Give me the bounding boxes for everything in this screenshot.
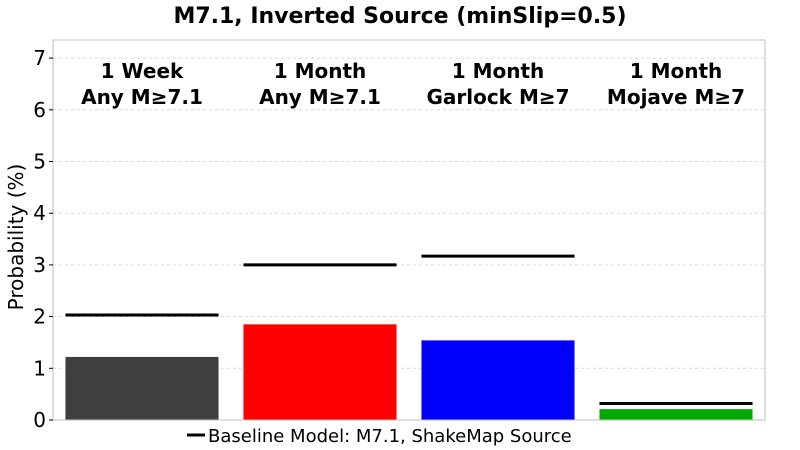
chart-title: M7.1, Inverted Source (minSlip=0.5) [173, 4, 626, 29]
y-tick-label: 3 [33, 253, 46, 277]
category-label-line1: 1 Week [101, 59, 184, 83]
y-tick-label: 5 [33, 149, 46, 173]
y-axis-ticks: 0 1 2 3 4 5 6 7 [33, 46, 53, 432]
legend: Baseline Model: M7.1, ShakeMap Source [187, 426, 572, 447]
y-tick-label: 4 [33, 201, 46, 225]
category-label-line2: Any M≥7.1 [259, 85, 381, 109]
y-tick-label: 1 [33, 356, 46, 380]
y-tick-label: 6 [33, 98, 46, 122]
category-label-line1: 1 Month [630, 59, 723, 83]
category-label-line1: 1 Month [274, 59, 367, 83]
category-label-line2: Garlock M≥7 [426, 85, 569, 109]
bar [65, 356, 219, 420]
bar [599, 409, 753, 420]
legend-baseline-label: Baseline Model: M7.1, ShakeMap Source [208, 426, 572, 447]
plot-frame [52, 39, 766, 421]
y-tick-label: 7 [33, 46, 46, 70]
category-label-line2: Any M≥7.1 [81, 85, 203, 109]
baseline-markers [65, 254, 753, 405]
bar [421, 340, 575, 420]
bars [65, 324, 753, 420]
bar [243, 324, 397, 420]
y-axis-label: Probability (%) [4, 164, 28, 311]
category-label-line1: 1 Month [452, 59, 545, 83]
category-label-line2: Mojave M≥7 [607, 85, 745, 109]
y-tick-label: 0 [33, 408, 46, 432]
y-tick-label: 2 [33, 305, 46, 329]
